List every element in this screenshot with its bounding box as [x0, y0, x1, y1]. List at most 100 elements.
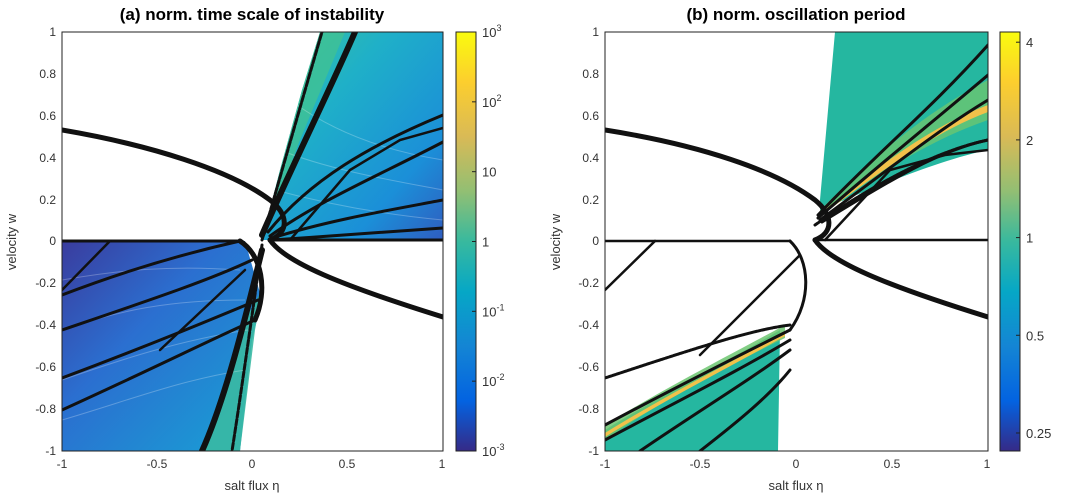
- panel-b-title: (b) norm. oscillation period: [686, 5, 905, 24]
- panel-b-dotted-curve: [813, 138, 988, 227]
- panel-b-band-curve-1: [816, 43, 988, 217]
- panel-b-xtick: -1: [600, 457, 611, 471]
- panel-b-ytick: 0.2: [582, 193, 599, 207]
- panel-a-colorbar-tick-label: 10-3: [482, 442, 504, 459]
- panel-a-xtick: 1: [439, 457, 446, 471]
- panel-b-yaxis: 1 0.8 0.6 0.4 0.2 0 -0.2 -0.4 -0.6 -0.8 …: [548, 25, 599, 458]
- panel-a-ytick: 0.8: [39, 67, 56, 81]
- panel-b-band-curve-3: [818, 98, 988, 222]
- panel-a-steep-thick: [259, 32, 358, 238]
- panel-b-ytick: -1: [588, 444, 599, 458]
- panel-a-xtick: -1: [57, 457, 68, 471]
- panel-b-low-diag-1: [605, 239, 657, 292]
- panel-a-field-lower: [62, 241, 262, 451]
- panel-a-colorbar-tick-label: 102: [482, 93, 501, 110]
- panel-a: (a) norm. time scale of instability: [4, 5, 504, 493]
- panel-b-ytick: 0.4: [582, 151, 599, 165]
- panel-b-colorbar-tick-label: 1: [1026, 231, 1033, 246]
- panel-b-xtick: -0.5: [690, 457, 711, 471]
- panel-b-colorbar-gradient: [999, 31, 1021, 452]
- panel-b-low-curve-5: [698, 368, 792, 451]
- panel-b-ytick: -0.6: [578, 360, 599, 374]
- panel-a-upper-parabola: [62, 127, 287, 243]
- panel-a-colorbar-tick-label: 1: [482, 235, 489, 250]
- panel-a-colorbar-tick-label: 10-2: [482, 372, 504, 389]
- panel-b-xaxis: -1 -0.5 0 0.5 1 salt flux η: [600, 457, 991, 493]
- panel-b-ytick: -0.2: [578, 276, 599, 290]
- panel-b-zero-line: [605, 238, 988, 243]
- panel-a-steep-dashed: [260, 32, 324, 242]
- panel-a-fan-4: [288, 126, 443, 242]
- panel-b: (b) norm. oscillation period: [548, 5, 1051, 493]
- panel-a-low-1: [62, 239, 242, 297]
- panel-a-frame: [61, 31, 444, 452]
- panel-a-xtick: 0.5: [339, 457, 356, 471]
- panel-a-fan-2: [268, 140, 443, 238]
- panel-a-ytick: -0.4: [35, 318, 56, 332]
- panel-b-low-curve-2: [605, 328, 792, 427]
- panel-a-low-diag: [62, 239, 112, 292]
- panel-a-ytick: 0.2: [39, 193, 56, 207]
- panel-b-diag-upper: [823, 148, 988, 242]
- panel-b-colorbar-tick-label: 0.25: [1026, 426, 1051, 441]
- panel-b-low-curve-4: [638, 348, 792, 451]
- panel-b-frame: [604, 31, 989, 452]
- panel-a-yaxis: 1 0.8 0.6 0.4 0.2 0 -0.2 -0.4 -0.6 -0.8 …: [4, 25, 56, 458]
- panel-a-ytick: 0.6: [39, 109, 56, 123]
- panel-b-ylabel: velocity w: [548, 213, 563, 270]
- panel-b-curves: [605, 43, 988, 451]
- panel-b-colorbar-tick-label: 4: [1026, 35, 1033, 50]
- panel-a-colorbar-tick-label: 10-1: [482, 302, 504, 319]
- panel-a-xaxis: -1 -0.5 0 0.5 1 salt flux η: [57, 457, 446, 493]
- panel-a-bulge: [237, 238, 265, 323]
- panel-a-ytick: 0.4: [39, 151, 56, 165]
- panel-b-low-diag-2: [698, 253, 802, 357]
- panel-a-colorbar-tick-label: 103: [482, 23, 501, 40]
- panel-a-xlabel: salt flux η: [225, 478, 280, 493]
- panel-a-ylabel: velocity w: [4, 213, 19, 270]
- panel-a-steep-lower-dashed: [230, 243, 264, 451]
- panel-b-colorbar-ticks: 4 2 1 0.5 0.25: [1016, 35, 1051, 441]
- panel-a-lower-parabola: [267, 237, 443, 320]
- panel-b-band-lower-orange: [605, 332, 785, 437]
- panel-a-ytick: -0.8: [35, 402, 56, 416]
- panel-b-bulge: [788, 239, 808, 332]
- panel-b-ytick: -0.4: [578, 318, 599, 332]
- panel-b-ytick: 0.8: [582, 67, 599, 81]
- panel-a-colorbar-tick-label: 10: [482, 165, 496, 180]
- panel-a-low-2: [62, 258, 254, 332]
- panel-a-xtick: -0.5: [147, 457, 168, 471]
- panel-b-ytick: 1: [592, 25, 599, 39]
- panel-b-xtick: 0.5: [884, 457, 901, 471]
- panel-a-ytick: -1: [45, 444, 56, 458]
- panel-b-ytick: 0: [592, 234, 599, 248]
- panel-a-steep-lower: [199, 247, 265, 451]
- panel-b-band-upper-orange: [822, 105, 988, 215]
- panel-b-field-upper: [820, 32, 988, 210]
- panel-b-colorbar-tick-label: 2: [1026, 133, 1033, 148]
- panel-a-xtick: 0: [249, 457, 256, 471]
- panel-a-ytick: -0.2: [35, 276, 56, 290]
- panel-a-low-4: [62, 318, 257, 412]
- panel-a-low-diag-2: [158, 268, 247, 352]
- panel-b-ytick: -0.8: [578, 402, 599, 416]
- panel-b-ytick: 0.6: [582, 109, 599, 123]
- panel-b-xtick: 1: [984, 457, 991, 471]
- panel-b-xlabel: salt flux η: [769, 478, 824, 493]
- panel-b-colorbar: 4 2 1 0.5 0.25: [999, 31, 1051, 452]
- panel-b-low-curve-1: [605, 323, 792, 380]
- panel-b-band-curve-2: [816, 73, 988, 220]
- panel-a-ytick: 0: [49, 234, 56, 248]
- panel-b-colorbar-tick-label: 0.5: [1026, 328, 1044, 343]
- panel-b-xtick: 0: [793, 457, 800, 471]
- panel-a-ytick: -0.6: [35, 360, 56, 374]
- panel-a-fan-3: [270, 198, 443, 240]
- panel-b-lower-parabola: [812, 237, 988, 320]
- panel-a-ytick: 1: [49, 25, 56, 39]
- panel-a-curves: [62, 32, 443, 451]
- panel-a-low-3: [62, 298, 260, 380]
- panel-a-title: (a) norm. time scale of instability: [120, 5, 385, 24]
